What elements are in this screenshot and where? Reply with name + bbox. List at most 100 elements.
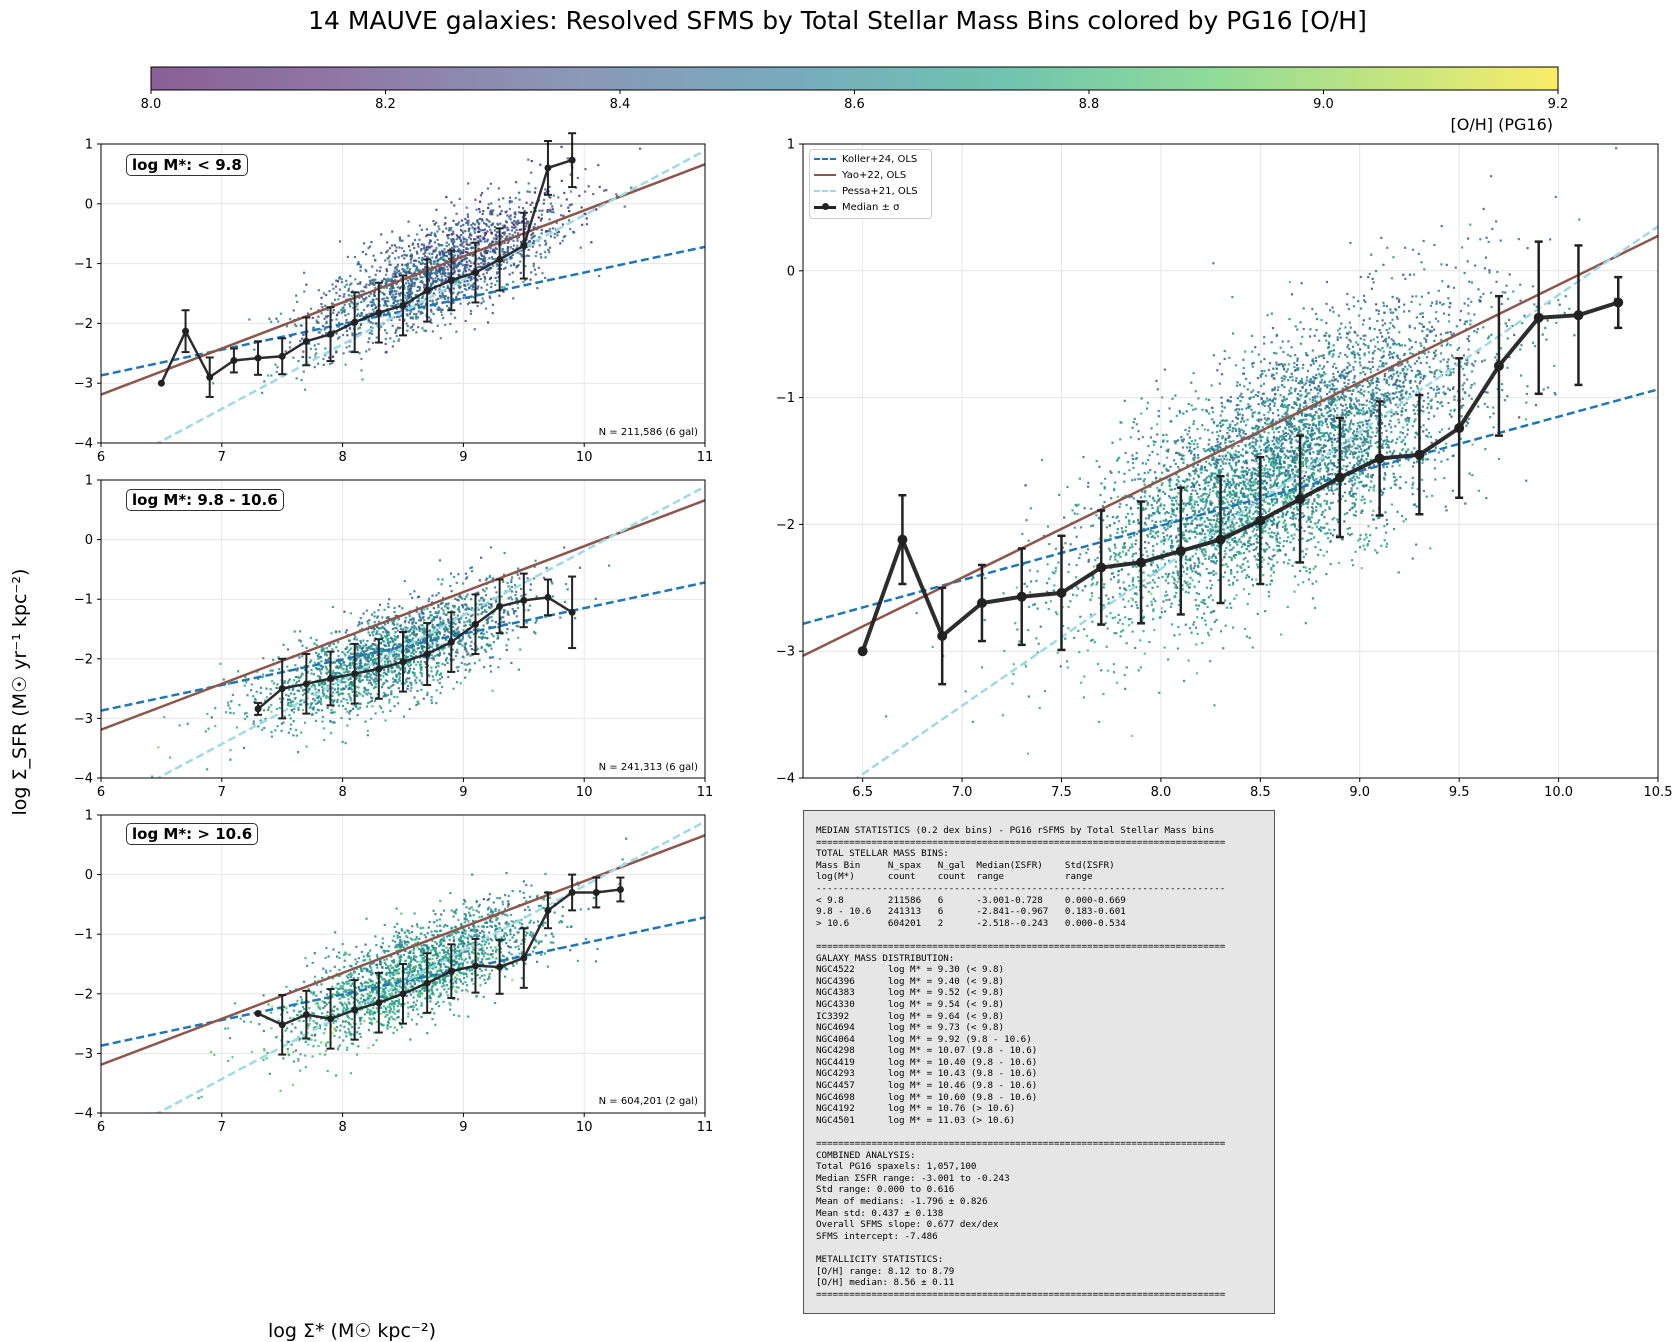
spaxel-point [525, 218, 527, 220]
spaxel-point [456, 238, 458, 240]
spaxel-point [387, 669, 389, 671]
spaxel-point [495, 277, 497, 279]
median-point [255, 705, 262, 712]
spaxel-point [314, 354, 316, 356]
spaxel-point [379, 604, 381, 606]
spaxel-point [227, 701, 229, 703]
spaxel-point [315, 995, 317, 997]
spaxel-point [517, 945, 519, 947]
spaxel-point [440, 258, 442, 260]
spaxel-point [276, 708, 278, 710]
spaxel-point [486, 289, 488, 291]
spaxel-point [288, 688, 290, 690]
spaxel-point [323, 292, 325, 294]
spaxel-point [318, 709, 320, 711]
spaxel-point [532, 242, 534, 244]
spaxel-point [441, 278, 443, 280]
x-tick-label: 8 [338, 450, 346, 465]
spaxel-point [565, 583, 567, 585]
spaxel-point [595, 598, 597, 600]
spaxel-point [428, 926, 430, 928]
spaxel-point [397, 658, 399, 660]
spaxel-point [287, 699, 289, 701]
spaxel-point [410, 261, 412, 263]
spaxel-point [472, 247, 474, 249]
spaxel-point [569, 228, 571, 230]
spaxel-point [409, 593, 411, 595]
spaxel-point [358, 665, 360, 667]
spaxel-point [246, 715, 248, 717]
spaxel-point [435, 249, 437, 251]
spaxel-point [416, 300, 418, 302]
spaxel-point [326, 1011, 328, 1013]
spaxel-point [474, 232, 476, 234]
spaxel-point [490, 616, 492, 618]
spaxel-point [303, 290, 305, 292]
spaxel-point [389, 279, 391, 281]
spaxel-point [541, 229, 543, 231]
spaxel-point [520, 943, 522, 945]
spaxel-point [460, 286, 462, 288]
spaxel-point [464, 268, 466, 270]
spaxel-point [415, 270, 417, 272]
spaxel-point [428, 279, 430, 281]
spaxel-point [460, 225, 462, 227]
spaxel-point [414, 239, 416, 241]
spaxel-point [260, 692, 262, 694]
spaxel-point [343, 671, 345, 673]
spaxel-point [395, 293, 397, 295]
spaxel-point [418, 626, 420, 628]
spaxel-point [371, 677, 373, 679]
spaxel-point [478, 231, 480, 233]
spaxel-point [328, 290, 330, 292]
spaxel-point [457, 614, 459, 616]
spaxel-point [476, 221, 478, 223]
spaxel-point [468, 670, 470, 672]
spaxel-point [390, 286, 392, 288]
spaxel-point [340, 309, 342, 311]
spaxel-point [533, 577, 535, 579]
spaxel-point [477, 226, 479, 228]
spaxel-point [492, 312, 494, 314]
spaxel-point [466, 664, 468, 666]
spaxel-point [270, 704, 272, 706]
spaxel-point [384, 657, 386, 659]
spaxel-point [339, 295, 341, 297]
spaxel-point [536, 287, 538, 289]
spaxel-point [367, 304, 369, 306]
spaxel-point [266, 1052, 268, 1054]
median-point [327, 331, 334, 338]
spaxel-point [348, 345, 350, 347]
spaxel-point [229, 749, 231, 751]
x-tick-label: 6 [97, 450, 105, 465]
spaxel-point [229, 707, 231, 709]
spaxel-point [372, 322, 374, 324]
spaxel-point [421, 684, 423, 686]
y-tick-label: −3 [74, 377, 93, 392]
spaxel-point [624, 205, 626, 207]
spaxel-point [325, 321, 327, 323]
spaxel-point [330, 709, 332, 711]
spaxel-point [424, 263, 426, 265]
spaxel-point [544, 188, 546, 190]
spaxel-point [384, 962, 386, 964]
spaxel-point [468, 260, 470, 262]
spaxel-point [491, 241, 493, 243]
spaxel-point [359, 693, 361, 695]
spaxel-point [483, 666, 485, 668]
spaxel-point [210, 1051, 212, 1053]
spaxel-point [356, 677, 358, 679]
spaxel-point [337, 655, 339, 657]
spaxel-point [397, 1010, 399, 1012]
spaxel-point [481, 916, 483, 918]
spaxel-point [386, 332, 388, 334]
spaxel-point [487, 220, 489, 222]
y-tick-label: 1 [85, 138, 93, 153]
spaxel-point [515, 591, 517, 593]
spaxel-point [482, 297, 484, 299]
spaxel-point [556, 234, 558, 236]
spaxel-point [478, 228, 480, 230]
spaxel-point [285, 350, 287, 352]
spaxel-point [509, 257, 511, 259]
colorbar-tick-label: 9.0 [1313, 97, 1334, 112]
